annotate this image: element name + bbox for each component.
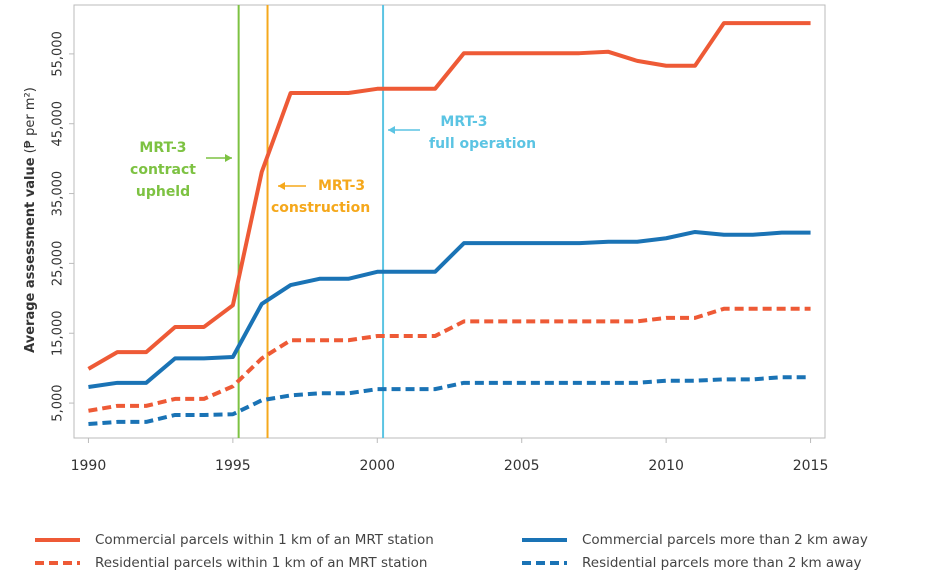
y-tick-label: 25,000	[51, 241, 66, 287]
x-tick-label: 1990	[71, 458, 107, 474]
y-tick-label: 35,000	[51, 171, 66, 217]
series-line	[88, 229, 811, 389]
x-tick-label: 2010	[648, 458, 684, 474]
legend-label: Commercial parcels within 1 km of an MRT…	[95, 532, 434, 548]
y-tick-label: 45,000	[51, 101, 66, 146]
series-line	[88, 306, 811, 413]
legend-label: Residential parcels within 1 km of an MR…	[95, 555, 427, 571]
annotation-arrowhead	[388, 126, 395, 134]
annotation-text: upheld	[136, 184, 190, 200]
x-tick-label: 1995	[215, 458, 251, 474]
annotation-text: MRT-3	[139, 140, 186, 156]
y-axis-label-main: Average assessment value	[23, 157, 38, 353]
annotation-arrowhead	[225, 154, 232, 162]
x-tick-label: 2005	[504, 458, 540, 474]
annotation-text: MRT-3	[318, 178, 365, 194]
annotation-text: full operation	[429, 136, 536, 152]
annotation-text: MRT-3	[440, 114, 487, 130]
annotation-text: construction	[271, 200, 370, 216]
y-tick-label: 55,000	[51, 31, 66, 77]
y-axis-label-unit: (₱ per m²)	[23, 87, 38, 153]
annotation-arrowhead	[278, 182, 285, 190]
plot-frame	[73, 4, 826, 439]
legend-label: Residential parcels more than 2 km away	[582, 555, 862, 571]
annotation-text: contract	[130, 162, 196, 178]
y-tick-label: 5,000	[51, 384, 66, 421]
y-tick-label: 15,000	[51, 310, 66, 356]
x-tick-label: 2015	[793, 458, 829, 474]
x-tick-label: 2000	[359, 458, 395, 474]
series-line	[87, 21, 811, 371]
y-axis-label: Average assessment value (₱ per m²)	[23, 87, 38, 353]
legend-label: Commercial parcels more than 2 km away	[582, 532, 868, 548]
series-line	[88, 375, 811, 427]
